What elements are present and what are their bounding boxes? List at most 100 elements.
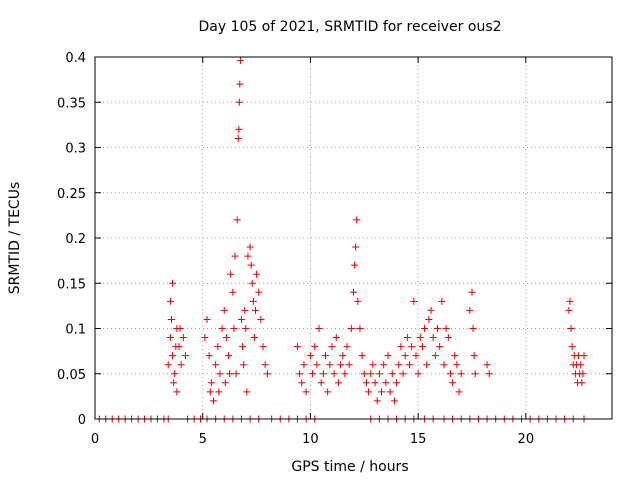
data-point bbox=[230, 325, 238, 332]
y-tick-label: 0.4 bbox=[65, 51, 86, 66]
data-point bbox=[166, 297, 174, 305]
data-point bbox=[397, 343, 405, 351]
y-axis-label: SRMTID / TECUs bbox=[7, 182, 23, 295]
data-point bbox=[206, 388, 214, 396]
chart-title: Day 105 of 2021, SRMTID for receiver ous… bbox=[198, 19, 501, 35]
data-point bbox=[313, 361, 321, 369]
data-point bbox=[567, 325, 575, 332]
y-tick-label: 0.3 bbox=[65, 142, 86, 157]
data-points bbox=[95, 57, 588, 423]
data-point bbox=[248, 279, 256, 287]
data-point bbox=[315, 325, 323, 332]
data-point bbox=[209, 397, 217, 405]
data-point bbox=[216, 370, 224, 378]
y-tick-label: 0 bbox=[78, 413, 86, 428]
data-point bbox=[227, 270, 235, 278]
data-point bbox=[434, 325, 442, 332]
data-point bbox=[319, 370, 327, 378]
data-point bbox=[249, 297, 257, 305]
data-point bbox=[257, 315, 265, 323]
x-axis-label: GPS time / hours bbox=[291, 459, 408, 475]
y-tick-label: 0.05 bbox=[57, 368, 86, 383]
data-point bbox=[399, 370, 407, 378]
data-point bbox=[378, 388, 386, 396]
data-point bbox=[169, 352, 177, 360]
y-tick-label: 0.2 bbox=[65, 232, 86, 247]
data-point bbox=[207, 379, 215, 387]
data-point bbox=[356, 325, 364, 332]
data-point bbox=[425, 315, 433, 323]
data-point bbox=[263, 370, 271, 378]
data-point bbox=[222, 334, 230, 342]
data-point bbox=[293, 343, 301, 351]
data-point bbox=[438, 297, 446, 305]
data-point bbox=[431, 352, 439, 360]
data-point bbox=[444, 334, 452, 342]
data-point bbox=[468, 288, 476, 296]
data-point bbox=[214, 343, 222, 351]
data-point bbox=[167, 315, 175, 323]
data-point bbox=[414, 370, 422, 378]
data-point bbox=[237, 315, 245, 323]
data-point bbox=[179, 334, 187, 342]
data-point bbox=[412, 352, 420, 360]
data-point bbox=[386, 388, 394, 396]
data-point bbox=[164, 361, 172, 369]
x-tick-label: 5 bbox=[199, 432, 207, 447]
data-point bbox=[311, 343, 319, 351]
data-point bbox=[369, 361, 377, 369]
data-point bbox=[328, 343, 336, 351]
x-tick-label: 10 bbox=[302, 432, 319, 447]
data-point bbox=[302, 388, 310, 396]
data-point bbox=[246, 243, 254, 251]
data-point bbox=[416, 334, 424, 342]
axis-ticks: 0 0.05 0.1 0.15 0.2 0.25 0.3 0.35 0.4 0 5 10 15 20 bbox=[57, 51, 612, 447]
data-point bbox=[169, 279, 177, 287]
data-point bbox=[300, 361, 308, 369]
data-point bbox=[453, 361, 461, 369]
data-point bbox=[261, 361, 269, 369]
data-point bbox=[243, 388, 251, 396]
data-point bbox=[317, 379, 325, 387]
y-tick-label: 0.1 bbox=[65, 323, 86, 338]
data-point bbox=[418, 343, 426, 351]
data-point bbox=[380, 361, 388, 369]
data-point bbox=[483, 361, 491, 369]
data-point bbox=[236, 57, 244, 65]
data-point bbox=[250, 334, 258, 342]
data-point bbox=[170, 379, 178, 387]
data-point bbox=[345, 361, 353, 369]
data-point bbox=[337, 361, 345, 369]
data-point bbox=[353, 216, 361, 224]
data-point bbox=[247, 261, 255, 269]
data-point bbox=[234, 134, 242, 142]
data-point bbox=[408, 343, 416, 351]
data-point bbox=[226, 370, 234, 378]
data-point bbox=[225, 352, 233, 360]
data-point bbox=[429, 334, 437, 342]
data-point bbox=[255, 288, 263, 296]
data-point bbox=[220, 306, 228, 314]
data-point bbox=[251, 306, 259, 314]
data-point bbox=[440, 361, 448, 369]
data-point bbox=[382, 379, 390, 387]
data-point bbox=[568, 343, 576, 351]
data-point bbox=[358, 352, 366, 360]
data-point bbox=[354, 297, 362, 305]
data-point bbox=[324, 388, 332, 396]
data-point bbox=[393, 379, 401, 387]
data-point bbox=[296, 370, 304, 378]
data-point bbox=[485, 370, 493, 378]
data-point bbox=[233, 216, 241, 224]
data-point bbox=[166, 334, 174, 342]
data-point bbox=[253, 270, 261, 278]
data-point bbox=[351, 261, 359, 269]
data-point bbox=[565, 306, 573, 314]
data-point bbox=[343, 343, 351, 351]
data-point bbox=[373, 397, 381, 405]
plot-frame bbox=[94, 56, 613, 420]
data-point bbox=[352, 243, 360, 251]
data-point bbox=[341, 370, 349, 378]
y-tick-label: 0.15 bbox=[57, 277, 86, 292]
data-point bbox=[427, 306, 435, 314]
